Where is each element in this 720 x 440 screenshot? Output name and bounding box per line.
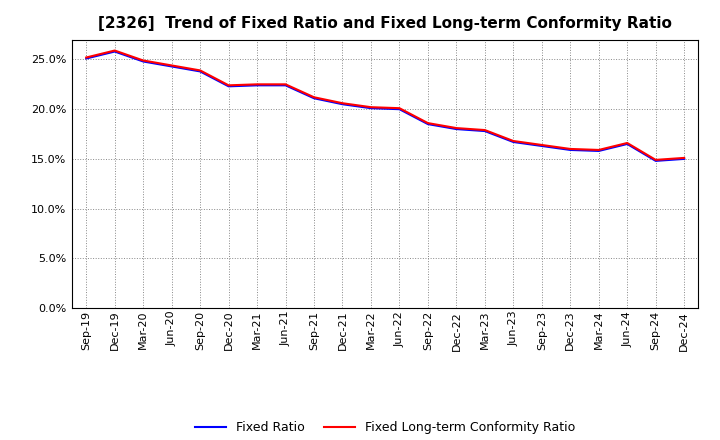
Fixed Long-term Conformity Ratio (652, 157, 660, 162)
Fixed Long-term Conformity Ratio (680, 155, 688, 161)
Fixed Ratio (82, 56, 91, 61)
Fixed Ratio (282, 83, 290, 88)
Fixed Long-term Conformity Ratio (566, 147, 575, 152)
Fixed Long-term Conformity Ratio (338, 101, 347, 106)
Fixed Ratio (537, 143, 546, 149)
Fixed Ratio (452, 126, 461, 132)
Fixed Ratio (225, 84, 233, 89)
Fixed Ratio (310, 95, 318, 101)
Fixed Long-term Conformity Ratio (595, 147, 603, 153)
Legend: Fixed Ratio, Fixed Long-term Conformity Ratio: Fixed Ratio, Fixed Long-term Conformity … (190, 416, 580, 439)
Fixed Ratio (623, 141, 631, 147)
Fixed Long-term Conformity Ratio (423, 121, 432, 126)
Fixed Ratio (139, 59, 148, 64)
Fixed Ratio (167, 64, 176, 69)
Fixed Long-term Conformity Ratio (366, 105, 375, 110)
Fixed Long-term Conformity Ratio (310, 95, 318, 100)
Fixed Ratio (110, 49, 119, 54)
Title: [2326]  Trend of Fixed Ratio and Fixed Long-term Conformity Ratio: [2326] Trend of Fixed Ratio and Fixed Lo… (98, 16, 672, 32)
Fixed Ratio (395, 106, 404, 112)
Fixed Long-term Conformity Ratio (623, 140, 631, 146)
Fixed Ratio (423, 121, 432, 127)
Fixed Long-term Conformity Ratio (452, 125, 461, 131)
Fixed Long-term Conformity Ratio (253, 82, 261, 87)
Fixed Long-term Conformity Ratio (395, 106, 404, 111)
Fixed Ratio (566, 147, 575, 153)
Fixed Ratio (253, 83, 261, 88)
Fixed Long-term Conformity Ratio (509, 138, 518, 143)
Fixed Long-term Conformity Ratio (82, 55, 91, 60)
Fixed Ratio (652, 158, 660, 164)
Fixed Long-term Conformity Ratio (537, 142, 546, 147)
Fixed Long-term Conformity Ratio (139, 58, 148, 63)
Fixed Ratio (366, 106, 375, 111)
Fixed Long-term Conformity Ratio (225, 83, 233, 88)
Line: Fixed Ratio: Fixed Ratio (86, 51, 684, 161)
Fixed Ratio (338, 102, 347, 107)
Fixed Long-term Conformity Ratio (480, 128, 489, 133)
Line: Fixed Long-term Conformity Ratio: Fixed Long-term Conformity Ratio (86, 51, 684, 160)
Fixed Ratio (595, 148, 603, 154)
Fixed Long-term Conformity Ratio (196, 68, 204, 73)
Fixed Ratio (680, 156, 688, 161)
Fixed Ratio (480, 128, 489, 134)
Fixed Long-term Conformity Ratio (167, 63, 176, 68)
Fixed Ratio (196, 69, 204, 74)
Fixed Ratio (509, 139, 518, 145)
Fixed Long-term Conformity Ratio (282, 82, 290, 87)
Fixed Long-term Conformity Ratio (110, 48, 119, 53)
